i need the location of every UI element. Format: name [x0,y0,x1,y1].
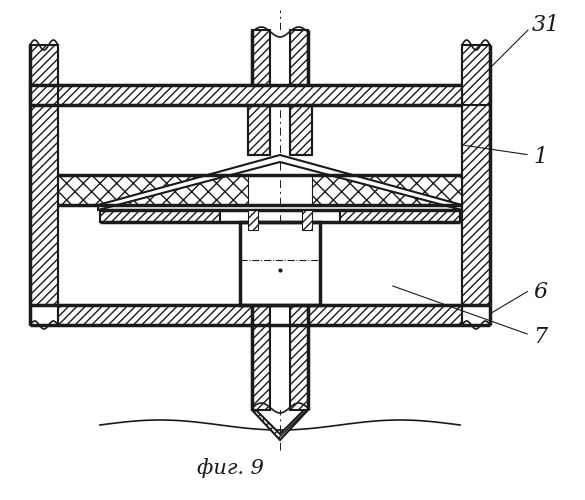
Bar [252,305,270,410]
Polygon shape [252,410,308,440]
Bar [290,105,312,155]
Text: 7: 7 [533,326,547,348]
Bar [270,30,290,85]
Polygon shape [98,155,462,210]
Bar [58,175,248,205]
Bar [58,305,462,325]
Bar [248,105,270,155]
Bar [270,305,290,410]
Bar [100,210,220,222]
Text: фиг. 9: фиг. 9 [197,458,263,478]
Bar [30,85,462,105]
Bar [340,210,460,222]
Bar [462,45,490,105]
Bar [248,210,258,230]
Bar [252,30,270,85]
Bar [30,45,58,105]
Text: 31: 31 [532,14,560,36]
Bar [312,175,462,205]
Text: 6: 6 [533,281,547,303]
Bar [302,210,312,230]
Text: 1: 1 [533,146,547,168]
Bar [290,30,308,85]
Bar [290,305,308,410]
Bar [30,85,58,305]
Bar [240,222,320,305]
Bar [462,85,490,305]
